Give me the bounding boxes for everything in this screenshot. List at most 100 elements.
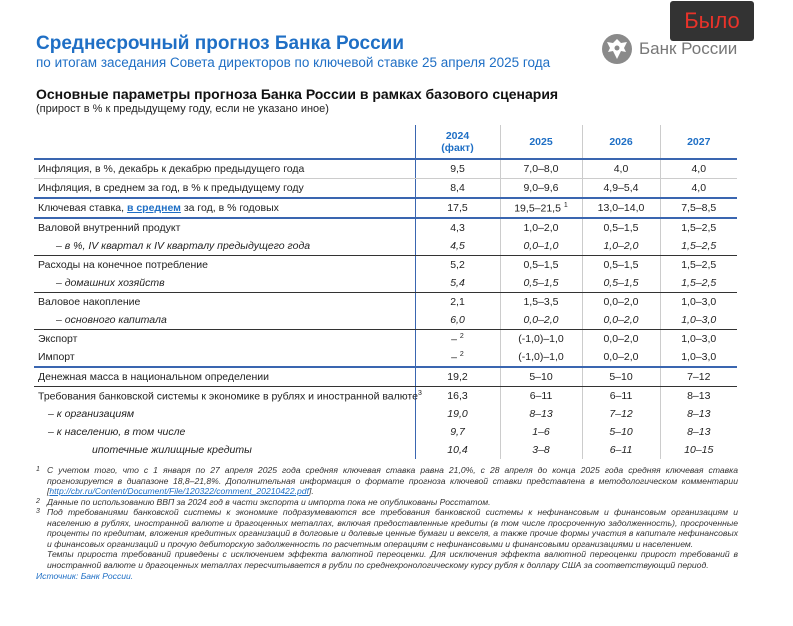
cell-value: 8–13 [659,386,737,405]
cell-value: 4,0 [659,178,737,199]
cell-value: 1,5–2,5 [659,255,737,274]
table-row: – в %, IV квартал к IV кварталу предыдущ… [34,237,737,256]
methodology-link[interactable]: http://cbr.ru/Content/Document/File/1203… [49,486,309,496]
row-label: Инфляция, в среднем за год, в % к предыд… [34,178,415,199]
row-label: ипотечные жилищные кредиты [92,444,252,456]
cell-value: 8–13 [659,423,737,441]
cell-value: 8–13 [659,405,737,423]
table-row: Валовой внутренний продукт 4,3 1,0–2,0 0,5–… [34,218,737,237]
row-label: – в %, IV квартал к IV кварталу предыдущ… [34,237,415,256]
table-row: – к населению, в том числе 9,7 1–6 5–10 8–13 [34,423,737,441]
footnote-3: 3 Под требованиями банковской системы к э… [36,507,738,570]
row-label: – к организациям [48,408,135,420]
cell-value: 0,5–1,5 [581,274,660,293]
cell-value: (-1,0)–1,0 [499,348,582,368]
cell-value: 0,5–1,5 [499,255,582,274]
cell-value: 10–15 [659,441,737,459]
col-2026: 2026 [581,125,660,160]
source-note: Источник: Банк России. [36,571,134,581]
row-label: Валовое накопление [38,296,141,308]
table-row: Ключевая ставка, в среднем за год, в % г… [34,198,737,219]
cell-value: 4,9–5,4 [581,178,660,199]
row-label: – основного капитала [34,311,415,330]
cell-value: 16,3 [414,386,500,405]
cell-value: – 2 [414,348,500,368]
cell-value: 19,0 [414,405,500,423]
cell-value: 19,5–21,5 1 [499,198,582,219]
cell-value: 1,5–2,5 [659,218,737,237]
cell-value: 5–10 [581,423,660,441]
row-label: – домашних хозяйств [34,274,415,293]
cell-value: 4,0 [659,159,737,179]
table-row: ипотечные жилищные кредиты 10,4 3–8 6–11 10–… [34,441,737,459]
cell-value: 9,5 [414,159,500,179]
table-row: Валовое накопление 2,1 1,5–3,5 0,0–2,0 1,0–3… [34,292,737,311]
eagle-emblem-icon [602,34,632,64]
row-label: Импорт [34,348,415,368]
cell-value: 2,1 [414,292,500,311]
table-row: Импорт – 2 (-1,0)–1,0 0,0–2,0 1,0–3,0 [34,348,737,368]
cell-value: 0,0–2,0 [581,329,660,348]
cell-value: 0,0–2,0 [581,311,660,330]
cell-value: 7–12 [659,367,737,387]
cell-value: 9,7 [414,423,500,441]
row-label: Экспорт [38,333,78,345]
page-subtitle: по итогам заседания Совета директоров по… [36,55,551,70]
average-link[interactable]: в среднем [126,202,181,214]
table-row: Требования банковской системы к экономик… [34,386,737,405]
row-label: – к населению, в том числе [48,426,186,438]
cell-value: 4,5 [414,237,500,256]
cell-value: 0,0–2,0 [581,348,660,368]
cell-value: 5–10 [581,367,660,387]
cell-value: 5,4 [414,274,500,293]
cell-value: 1,0–3,0 [659,311,737,330]
cell-value: 8,4 [414,178,500,199]
cell-value: 1,5–2,5 [659,274,737,293]
cell-value: 13,0–14,0 [581,198,660,219]
table-row: Экспорт – 2 (-1,0)–1,0 0,0–2,0 1,0–3,0 [34,329,737,348]
cell-value: 6–11 [499,386,582,405]
cell-value: 1,5–3,5 [499,292,582,311]
cell-value: 1,0–3,0 [659,348,737,368]
cell-value: 5–10 [499,367,582,387]
row-label: Денежная масса в национальном определени… [34,367,415,387]
cell-value: 17,5 [414,198,500,219]
row-label: Валовой внутренний продукт [38,222,181,234]
cell-value: 0,5–1,5 [581,218,660,237]
cell-value: 0,0–2,0 [581,292,660,311]
table-header-row: 2024 (факт) 2025 2026 2027 [34,125,737,160]
cell-value: 3–8 [499,441,582,459]
cell-value: – 2 [414,329,500,348]
page-title: Среднесрочный прогноз Банка России [36,33,405,54]
cell-value: 19,2 [414,367,500,387]
logo-text: Банк России [639,39,738,58]
table-row: Инфляция, в %, декабрь к декабрю предыду… [34,159,737,179]
table-row: Инфляция, в среднем за год, в % к предыд… [34,178,737,199]
cell-value: 1,0–2,0 [581,237,660,256]
table-row: – основного капитала 6,0 0,0–2,0 0,0–2,0 1,0… [34,311,737,330]
row-label: Расходы на конечное потребление [38,259,209,271]
col-2025: 2025 [499,125,582,160]
cell-value: (-1,0)–1,0 [499,329,582,348]
footnote-2: 2 Данные по использованию ВВП за 2024 год… [36,496,491,507]
cell-value: 1,0–3,0 [659,329,737,348]
table-row: Денежная масса в национальном определени… [34,367,737,387]
table-row: Расходы на конечное потребление 5,2 0,5–1,… [34,255,737,274]
row-label: Ключевая ставка, в среднем за год, в % г… [34,198,415,219]
cell-value: 10,4 [414,441,500,459]
cell-value: 0,0–2,0 [499,311,582,330]
cell-value: 4,0 [581,159,660,179]
cell-value: 8–13 [499,405,582,423]
cell-value: 9,0–9,6 [499,178,582,199]
cell-value: 0,5–1,5 [499,274,582,293]
was-badge: Было [670,1,754,41]
cell-value: 6,0 [414,311,500,330]
cell-value: 6–11 [581,441,660,459]
cell-value: 0,5–1,5 [581,255,660,274]
table-row: – к организациям 19,0 8–13 7–12 8–13 [34,405,737,423]
cell-value: 1,5–2,5 [659,237,737,256]
cell-value: 1–6 [499,423,582,441]
row-label: Инфляция, в %, декабрь к декабрю предыду… [34,159,415,179]
